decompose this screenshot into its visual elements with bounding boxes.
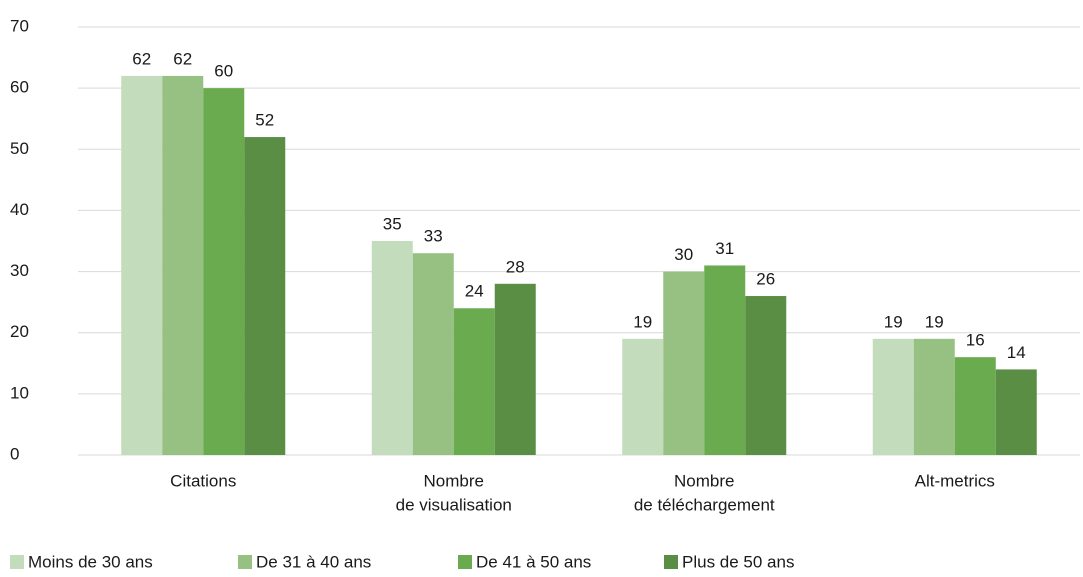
bar [162, 75, 204, 456]
bar [494, 283, 536, 455]
legend-label: De 41 à 50 ans [476, 552, 591, 571]
y-tick-label: 0 [10, 444, 19, 463]
data-label: 26 [756, 270, 775, 289]
legend-swatch [238, 555, 252, 569]
bar [872, 338, 914, 455]
legend-swatch [458, 555, 472, 569]
data-label: 62 [173, 49, 192, 68]
data-label: 33 [424, 227, 443, 246]
data-label: 19 [884, 312, 903, 331]
x-tick-label: de visualisation [396, 495, 512, 514]
data-label: 19 [925, 312, 944, 331]
bar [121, 75, 163, 456]
bar [371, 241, 413, 455]
x-tick-label: Nombre [674, 471, 734, 490]
bar [622, 338, 664, 455]
data-label: 62 [132, 49, 151, 68]
data-label: 31 [715, 239, 734, 258]
bar [412, 253, 454, 455]
legend-label: Plus de 50 ans [682, 552, 794, 571]
y-tick-label: 70 [10, 16, 29, 35]
data-label: 14 [1007, 343, 1026, 362]
legend-label: Moins de 30 ans [28, 552, 153, 571]
data-label: 35 [383, 214, 402, 233]
bar [203, 88, 245, 456]
y-tick-label: 50 [10, 139, 29, 158]
bar [663, 271, 705, 455]
data-label: 60 [214, 62, 233, 81]
data-label: 30 [674, 245, 693, 264]
x-tick-label: Alt-metrics [915, 471, 995, 490]
bar [244, 137, 286, 456]
bar [995, 369, 1037, 455]
bar [913, 338, 955, 455]
bar [453, 308, 495, 455]
y-tick-label: 20 [10, 322, 29, 341]
x-tick-label: Citations [170, 471, 236, 490]
data-label: 52 [255, 111, 274, 130]
bar [954, 357, 996, 455]
data-label: 28 [506, 257, 525, 276]
y-tick-label: 10 [10, 383, 29, 402]
legend-swatch [664, 555, 678, 569]
data-label: 16 [966, 331, 985, 350]
x-tick-label: de téléchargement [634, 495, 775, 514]
data-label: 19 [633, 312, 652, 331]
y-tick-label: 40 [10, 200, 29, 219]
data-label: 24 [465, 282, 484, 301]
y-tick-label: 30 [10, 261, 29, 280]
legend-swatch [10, 555, 24, 569]
bar [745, 296, 787, 455]
legend-label: De 31 à 40 ans [256, 552, 371, 571]
x-tick-label: Nombre [424, 471, 484, 490]
bar [704, 265, 746, 455]
y-tick-label: 60 [10, 78, 29, 97]
